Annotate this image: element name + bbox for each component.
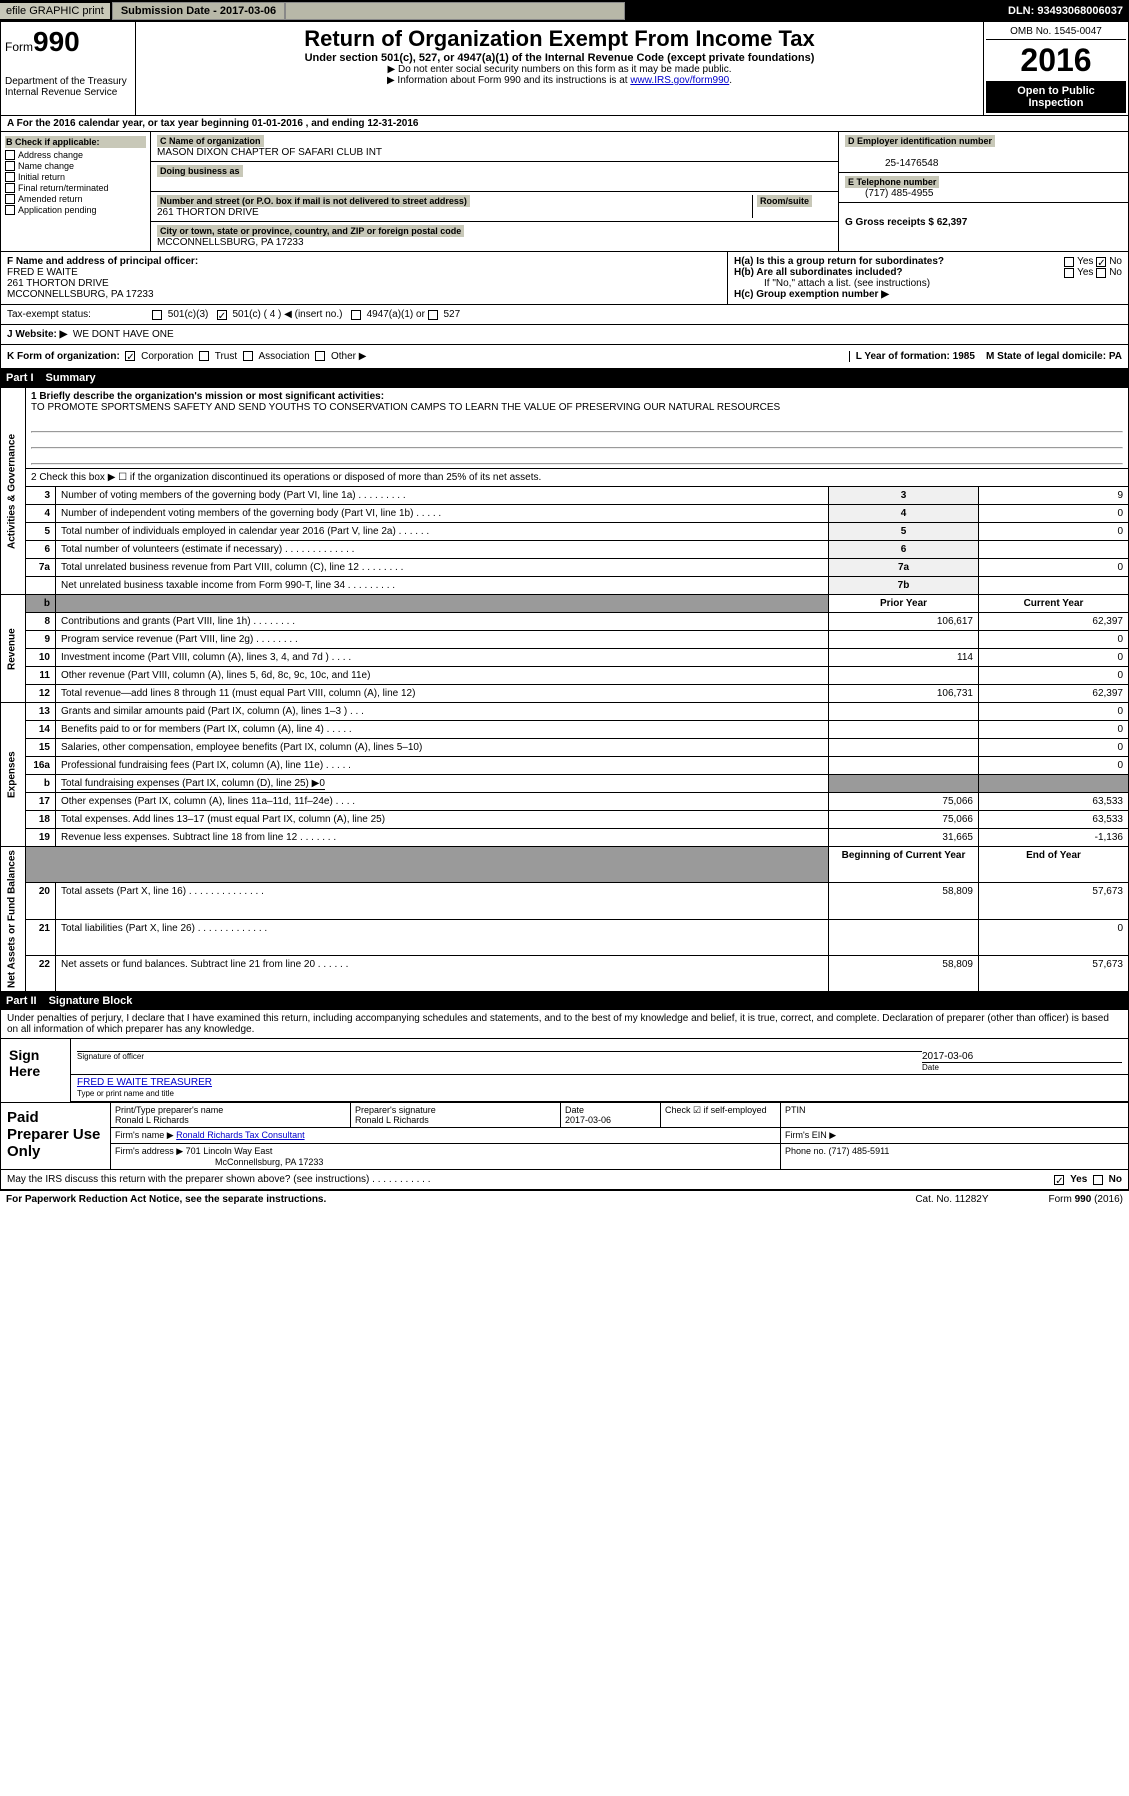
ein-label: D Employer identification number xyxy=(845,135,995,147)
row-f-h: F Name and address of principal officer:… xyxy=(0,252,1129,305)
cb-initial-return[interactable] xyxy=(5,172,15,182)
discuss-label: May the IRS discuss this return with the… xyxy=(7,1174,1054,1185)
officer-label: F Name and address of principal officer: xyxy=(7,256,198,267)
addr-label: Number and street (or P.O. box if mail i… xyxy=(157,195,470,207)
top-bar: efile GRAPHIC print Submission Date - 20… xyxy=(0,0,1129,22)
dba-label: Doing business as xyxy=(157,165,243,177)
officer-addr1: 261 THORTON DRIVE xyxy=(7,278,109,289)
side-label-governance: Activities & Governance xyxy=(1,388,26,595)
omb-number: OMB No. 1545-0047 xyxy=(986,24,1126,40)
cb-name-change[interactable] xyxy=(5,161,15,171)
ha-yes[interactable] xyxy=(1064,257,1074,267)
cb-501c[interactable] xyxy=(217,310,227,320)
sig-officer-label: Signature of officer xyxy=(77,1051,922,1061)
form-subtitle: Under section 501(c), 527, or 4947(a)(1)… xyxy=(144,52,975,64)
open-public-label: Open to Public Inspection xyxy=(986,81,1126,113)
signature-block: Under penalties of perjury, I declare th… xyxy=(0,1010,1129,1190)
org-name-label: C Name of organization xyxy=(157,135,264,147)
gross-receipts: G Gross receipts $ 62,397 xyxy=(845,217,967,228)
l1-value: TO PROMOTE SPORTSMENS SAFETY AND SEND YO… xyxy=(31,402,780,413)
note-ssn: ▶ Do not enter social security numbers o… xyxy=(144,64,975,75)
org-name: MASON DIXON CHAPTER OF SAFARI CLUB INT xyxy=(157,147,382,158)
firm-name-link[interactable]: Ronald Richards Tax Consultant xyxy=(176,1130,304,1140)
cb-assoc[interactable] xyxy=(243,351,253,361)
l-year: L Year of formation: 1985 xyxy=(856,351,975,362)
hb-yes[interactable] xyxy=(1064,268,1074,278)
addr-value: 261 THORTON DRIVE xyxy=(157,207,259,218)
cb-other[interactable] xyxy=(315,351,325,361)
city-value: MCCONNELLSBURG, PA 17233 xyxy=(157,237,304,248)
side-label-revenue: Revenue xyxy=(1,595,26,703)
row-k: K Form of organization: Corporation Trus… xyxy=(0,345,1129,369)
cb-amended[interactable] xyxy=(5,194,15,204)
column-d-e-g: D Employer identification number 25-1476… xyxy=(838,132,1128,251)
part2-header: Part II Signature Block xyxy=(0,992,1129,1010)
paid-preparer-section: Paid Preparer Use Only Print/Type prepar… xyxy=(1,1102,1128,1169)
sign-here-label: Sign Here xyxy=(1,1039,71,1102)
officer-addr2: MCCONNELLSBURG, PA 17233 xyxy=(7,289,154,300)
column-b-checkboxes: B Check if applicable: Address change Na… xyxy=(1,132,151,251)
tax-status-label: Tax-exempt status: xyxy=(7,309,152,320)
room-label: Room/suite xyxy=(757,195,812,207)
dept-label: Department of the Treasury xyxy=(5,76,131,87)
website-row: J Website: ▶ WE DONT HAVE ONE xyxy=(0,325,1129,345)
column-c-org: C Name of organization MASON DIXON CHAPT… xyxy=(151,132,838,251)
name-title-label: Type or print name and title xyxy=(77,1089,174,1098)
col-b-header: B Check if applicable: xyxy=(5,136,146,148)
cb-527[interactable] xyxy=(428,310,438,320)
efile-label[interactable]: efile GRAPHIC print xyxy=(0,3,110,19)
l2-row: 2 Check this box ▶ ☐ if the organization… xyxy=(26,469,1129,487)
blank-button[interactable] xyxy=(285,2,625,20)
date-label: Date xyxy=(922,1062,1122,1072)
page-footer: For Paperwork Reduction Act Notice, see … xyxy=(0,1190,1129,1208)
officer-name-link[interactable]: FRED E WAITE TREASURER xyxy=(77,1077,212,1088)
cb-trust[interactable] xyxy=(199,351,209,361)
website-value: WE DONT HAVE ONE xyxy=(73,329,174,340)
cb-501c3[interactable] xyxy=(152,310,162,320)
hc-label: H(c) Group exemption number ▶ xyxy=(734,289,889,300)
part1-header: Part I Summary xyxy=(0,369,1129,387)
cb-4947[interactable] xyxy=(351,310,361,320)
form-title: Return of Organization Exempt From Incom… xyxy=(144,26,975,52)
submission-date-button[interactable]: Submission Date - 2017-03-06 xyxy=(112,2,285,20)
city-label: City or town, state or province, country… xyxy=(157,225,464,237)
note-info: ▶ Information about Form 990 and its ins… xyxy=(144,75,975,86)
row-a-period: A For the 2016 calendar year, or tax yea… xyxy=(0,116,1129,132)
irs-label: Internal Revenue Service xyxy=(5,87,131,98)
tel-value: (717) 485-4955 xyxy=(845,188,933,199)
footer-left: For Paperwork Reduction Act Notice, see … xyxy=(6,1194,326,1205)
form-number: Form990 xyxy=(5,26,131,58)
tax-year: 2016 xyxy=(986,40,1126,81)
footer-form: Form 990 (2016) xyxy=(1049,1194,1123,1205)
declaration: Under penalties of perjury, I declare th… xyxy=(1,1010,1128,1038)
ein-value: 25-1476548 xyxy=(845,158,938,169)
tel-label: E Telephone number xyxy=(845,176,939,188)
discuss-yes[interactable] xyxy=(1054,1175,1064,1185)
paid-preparer-label: Paid Preparer Use Only xyxy=(1,1103,111,1169)
summary-table: Activities & Governance 1 Briefly descri… xyxy=(0,387,1129,992)
main-grid: B Check if applicable: Address change Na… xyxy=(0,132,1129,252)
side-label-expenses: Expenses xyxy=(1,703,26,847)
officer-name: FRED E WAITE xyxy=(7,267,78,278)
ha-label: H(a) Is this a group return for subordin… xyxy=(734,256,1064,267)
discuss-no[interactable] xyxy=(1093,1175,1103,1185)
cb-corp[interactable] xyxy=(125,351,135,361)
hb-note: If "No," attach a list. (see instruction… xyxy=(734,278,1122,289)
cb-application-pending[interactable] xyxy=(5,205,15,215)
ha-no[interactable] xyxy=(1096,257,1106,267)
form-header: Form990 Department of the Treasury Inter… xyxy=(0,22,1129,116)
cb-final-return[interactable] xyxy=(5,183,15,193)
k-label: K Form of organization: xyxy=(7,351,120,362)
cb-address-change[interactable] xyxy=(5,150,15,160)
dln-label: DLN: 93493068006037 xyxy=(1008,5,1129,17)
footer-cat: Cat. No. 11282Y xyxy=(915,1194,988,1205)
l1-label: 1 Briefly describe the organization's mi… xyxy=(31,391,384,402)
website-label: J Website: ▶ xyxy=(7,329,67,340)
hb-no[interactable] xyxy=(1096,268,1106,278)
side-label-net: Net Assets or Fund Balances xyxy=(1,847,26,992)
hb-label: H(b) Are all subordinates included? xyxy=(734,267,1064,278)
tax-status-row: Tax-exempt status: 501(c)(3) 501(c) ( 4 … xyxy=(0,305,1129,325)
irs-link[interactable]: www.IRS.gov/form990 xyxy=(630,75,729,86)
m-state: M State of legal domicile: PA xyxy=(986,351,1122,362)
